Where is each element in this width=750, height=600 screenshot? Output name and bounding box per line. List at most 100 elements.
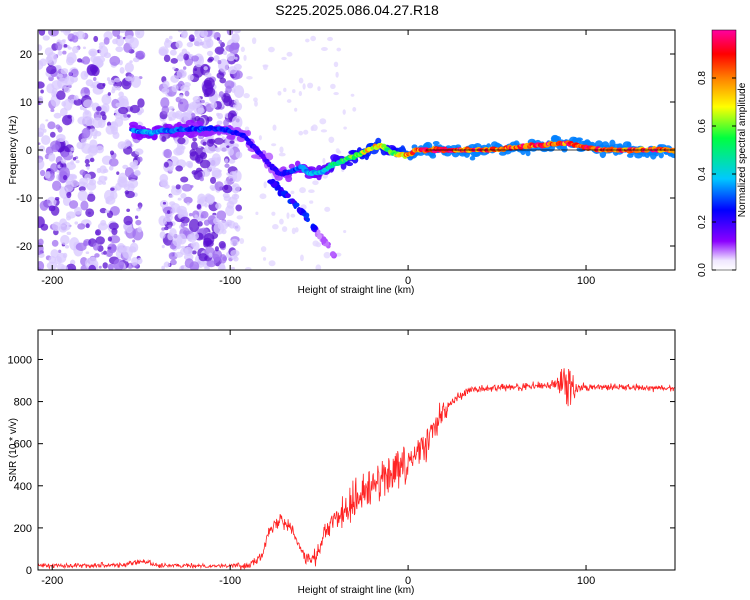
heatmap-speckle-cell <box>192 241 200 251</box>
heatmap-speckle-cell <box>184 90 190 97</box>
heatmap-speckle-cell <box>126 208 131 212</box>
heatmap-speckle-cell <box>298 91 303 97</box>
heatmap-speckle-cell <box>229 178 234 182</box>
snr-x-tick-label: -100 <box>219 575 241 587</box>
heatmap-speckle-cell <box>232 170 242 182</box>
heatmap-speckle-cell <box>60 163 64 168</box>
heatmap-speckle-cell <box>130 164 139 170</box>
heatmap-speckle-cell <box>54 197 60 201</box>
heatmap-speckle-cell <box>163 148 172 159</box>
heatmap-speckle-cell <box>180 245 186 249</box>
heatmap-speckle-cell <box>48 255 57 264</box>
heatmap-speckle-cell <box>124 167 134 178</box>
heatmap-speckle-cell <box>217 220 229 231</box>
heatmap-speckle-cell <box>231 33 240 44</box>
heatmap-ridge-halo-cell <box>185 119 195 126</box>
heatmap-speckle-cell <box>233 63 242 71</box>
heatmap-speckle-cell <box>203 232 215 245</box>
heatmap-speckle-cell <box>224 180 228 185</box>
heatmap-speckle-cell <box>38 81 45 89</box>
heatmap-speckle-cell <box>161 265 165 270</box>
heatmap-speckle-cell <box>60 68 69 75</box>
heatmap-speckle-cell <box>59 107 68 117</box>
heatmap-speckle-cell <box>218 39 223 45</box>
heatmap-speckle-cell <box>343 126 347 130</box>
colorbar-tick-label: 0.4 <box>697 167 708 181</box>
heatmap-speckle-cell <box>286 51 293 57</box>
heatmap-speckle-cell <box>41 135 51 145</box>
heatmap-speckle-cell <box>40 223 49 231</box>
heatmap-speckle-cell <box>56 252 67 264</box>
snr-y-tick-label: 800 <box>14 397 32 409</box>
heatmap-speckle-cell <box>42 35 50 41</box>
heatmap-speckle-cell <box>175 40 183 49</box>
heatmap-speckle-cell <box>163 220 167 225</box>
heatmap-speckle-cell <box>209 197 214 200</box>
heatmap-speckle-cell <box>108 165 114 171</box>
heatmap-speckle-cell <box>66 231 72 236</box>
heatmap-speckle-cell <box>163 184 170 189</box>
heatmap-speckle-cell <box>73 95 79 101</box>
heatmap-speckle-cell <box>177 137 186 145</box>
heatmap-speckle-cell <box>186 233 193 242</box>
heatmap-speckle-cell <box>60 159 67 164</box>
heatmap-speckle-cell <box>177 30 183 33</box>
heatmap-speckle-cell <box>84 116 95 127</box>
heatmap-speckle-cell <box>206 195 215 205</box>
heatmap-speckle-cell <box>240 46 245 53</box>
spectrogram-x-tick-label: -100 <box>219 275 241 287</box>
heatmap-speckle-cell <box>137 156 143 163</box>
heatmap-speckle-cell <box>112 38 118 45</box>
heatmap-speckle-cell <box>298 77 304 84</box>
heatmap-speckle-cell <box>260 246 267 252</box>
heatmap-speckle-cell <box>183 222 188 227</box>
heatmap-speckle-cell <box>95 55 106 64</box>
heatmap-speckle-cell <box>71 45 79 54</box>
heatmap-speckle-cell <box>222 184 233 194</box>
heatmap-speckle-cell <box>204 72 212 78</box>
heatmap-speckle-cell <box>333 61 339 68</box>
heatmap-speckle-cell <box>85 79 94 87</box>
heatmap-speckle-cell <box>109 235 121 244</box>
spectrogram-x-tick-label: 100 <box>577 275 595 287</box>
heatmap-speckle-cell <box>268 46 275 53</box>
heatmap-speckle-cell <box>137 98 145 108</box>
heatmap-speckle-cell <box>234 224 241 232</box>
heatmap-ridge-halo-cell <box>561 146 568 153</box>
heatmap-speckle-cell <box>161 87 170 94</box>
heatmap-speckle-cell <box>335 252 342 257</box>
heatmap-speckle-cell <box>162 201 167 205</box>
snr-x-tick-label: -200 <box>41 575 63 587</box>
heatmap-speckle-cell <box>202 148 209 153</box>
heatmap-speckle-cell <box>88 264 97 270</box>
heatmap-speckle-cell <box>191 55 199 62</box>
heatmap-speckle-cell <box>231 87 236 93</box>
heatmap-speckle-cell <box>206 138 214 147</box>
heatmap-speckle-cell <box>179 247 189 255</box>
heatmap-speckle-cell <box>208 56 215 62</box>
heatmap-speckle-cell <box>72 156 77 161</box>
chart-title: S225.2025.086.04.27.R18 <box>275 2 439 18</box>
heatmap-speckle-cell <box>65 56 75 66</box>
heatmap-speckle-cell <box>281 56 287 61</box>
heatmap-speckle-cell <box>194 214 198 219</box>
heatmap-speckle-cell <box>38 142 41 146</box>
heatmap-ridge-halo-cell <box>274 175 283 181</box>
heatmap-speckle-cell <box>82 142 86 146</box>
heatmap-ridge-halo-cell <box>575 137 583 142</box>
heatmap-speckle-cell <box>184 258 194 269</box>
heatmap-speckle-cell <box>119 245 128 253</box>
heatmap-speckle-cell <box>115 46 124 53</box>
heatmap-speckle-cell <box>246 76 253 80</box>
heatmap-speckle-cell <box>80 138 87 144</box>
heatmap-speckle-cell <box>125 190 135 199</box>
heatmap-speckle-cell <box>123 113 128 118</box>
heatmap-speckle-cell <box>233 256 239 262</box>
heatmap-speckle-cell <box>202 82 214 96</box>
heatmap-speckle-cell <box>232 104 237 108</box>
heatmap-speckle-cell <box>48 152 56 162</box>
heatmap-speckle-cell <box>91 66 100 77</box>
heatmap-speckle-cell <box>203 219 210 226</box>
heatmap-speckle-cell <box>310 35 317 42</box>
heatmap-speckle-cell <box>99 207 107 214</box>
